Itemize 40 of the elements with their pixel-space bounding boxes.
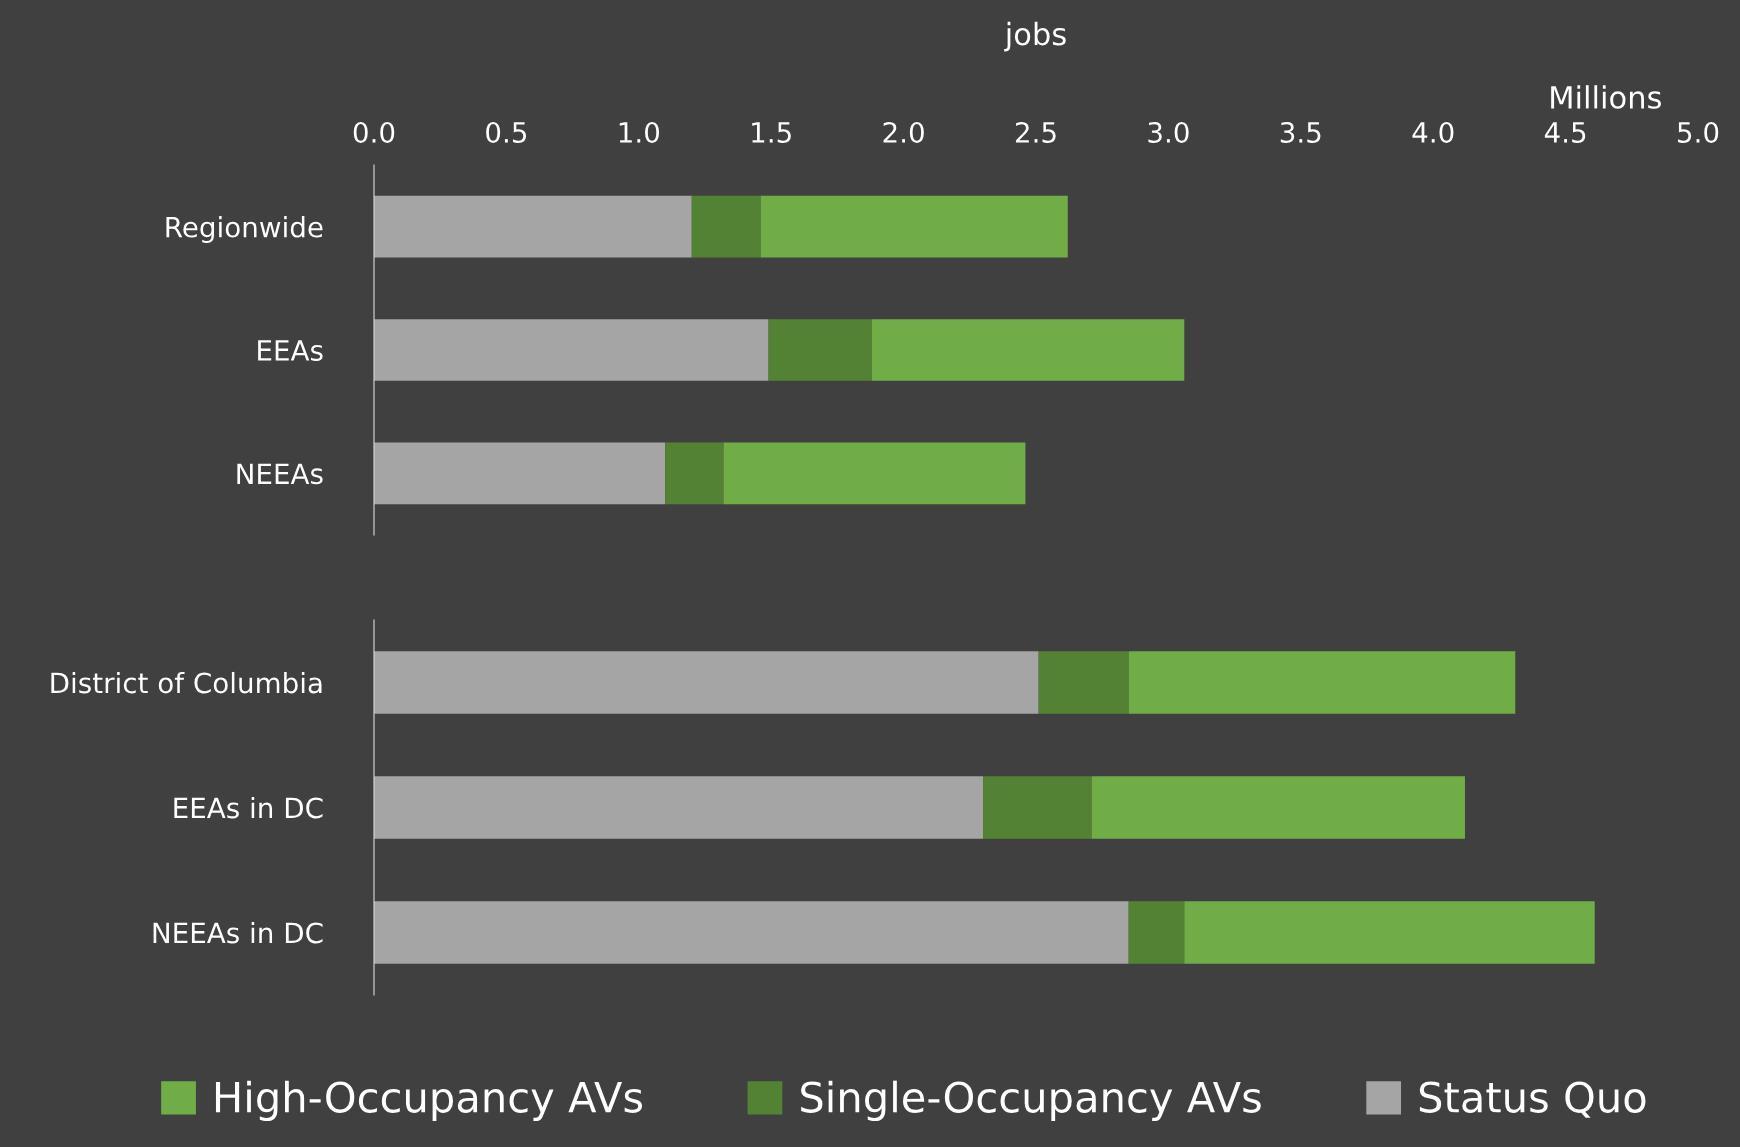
x-tick-label: 5.0 [1678,121,1719,143]
bar [374,195,692,258]
y-tick-label: NEEAs in DC [153,921,323,944]
bar [723,442,1026,505]
x-tick-label: 0.5 [486,121,527,143]
bar [1091,776,1465,839]
bar [871,319,1185,381]
bar [1128,651,1516,714]
bar [374,776,984,839]
x-tick-label: 3.5 [1280,121,1321,143]
x-tick-label: 4.5 [1544,122,1586,143]
bar [374,442,666,505]
x-tick-label: 0.0 [353,121,395,143]
legend-label: Single-Occupancy AVs [801,1080,1261,1121]
bar [665,442,724,505]
bar [768,319,872,381]
x-tick-label: 2.5 [1015,121,1056,143]
x-axis-title: jobs [1004,21,1066,52]
y-tick-label: EEAs in DC [174,796,323,819]
y-tick-label: District of Columbia [51,671,322,694]
bar [374,901,1129,964]
x-tick-label: 1.0 [619,121,660,143]
legend-label: High-Occupancy AVs [215,1080,643,1121]
bar [374,651,1039,714]
bar [760,195,1068,258]
x-tick-label: 4.0 [1412,121,1454,143]
bar [1128,901,1185,964]
legend-label: Status Quo [1419,1081,1646,1118]
y-tick-label: Regionwide [166,216,323,243]
x-tick-label: 1.5 [752,122,791,143]
bar [1184,901,1595,964]
text: Millions [1551,85,1661,109]
y-tick-label: NEEAs [237,463,323,485]
bar [691,195,761,258]
y-tick-label: EEAs [258,340,323,361]
x-tick-label: 3.0 [1148,121,1189,143]
x-tick-label: 2.0 [883,121,924,143]
bar [374,319,769,381]
bar [1038,651,1129,714]
bar [983,776,1092,839]
